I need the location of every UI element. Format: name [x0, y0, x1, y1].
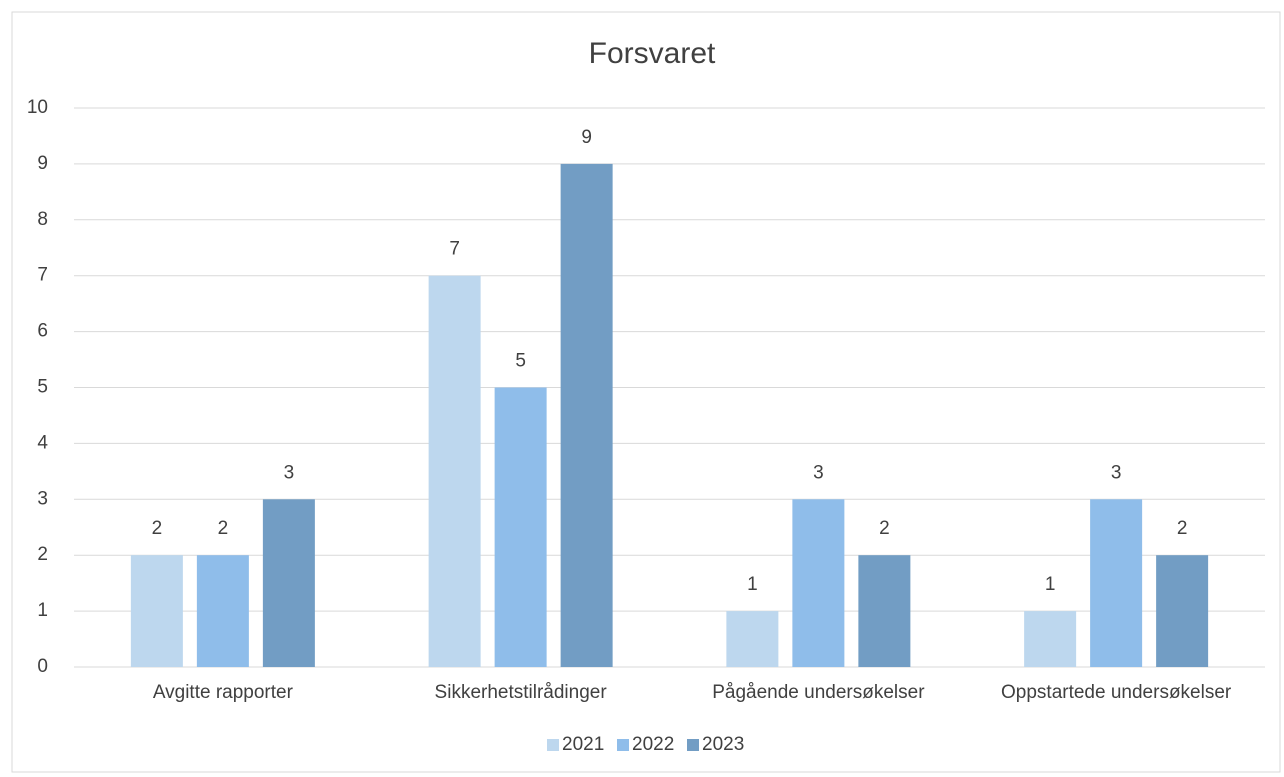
bar — [1090, 499, 1143, 667]
data-label: 7 — [449, 239, 460, 260]
legend-label: 2021 — [562, 734, 604, 755]
legend-swatch — [687, 739, 699, 751]
bar — [560, 163, 613, 667]
bar — [726, 611, 779, 667]
data-label: 2 — [879, 518, 890, 539]
data-label: 1 — [747, 574, 758, 595]
y-tick-label: 1 — [37, 600, 48, 621]
y-tick-label: 0 — [37, 656, 48, 677]
x-tick-label: Sikkerhetstilrådinger — [435, 682, 608, 703]
bar — [858, 555, 911, 667]
legend-label: 2023 — [702, 734, 744, 755]
legend-label: 2022 — [632, 734, 674, 755]
bar — [196, 555, 249, 667]
x-tick-label: Avgitte rapporter — [153, 682, 294, 703]
bar — [1156, 555, 1209, 667]
data-label: 9 — [581, 127, 592, 148]
chart-title: Forsvaret — [589, 37, 716, 70]
bar — [428, 275, 481, 667]
bar — [792, 499, 845, 667]
data-label: 5 — [515, 351, 526, 372]
bar — [130, 555, 183, 667]
bar — [262, 499, 315, 667]
y-tick-label: 2 — [37, 544, 48, 565]
y-tick-label: 3 — [37, 488, 48, 509]
y-tick-label: 10 — [27, 97, 48, 118]
data-label: 2 — [152, 518, 163, 539]
y-tick-label: 4 — [37, 432, 48, 453]
data-label: 3 — [284, 462, 295, 483]
x-tick-label: Oppstartede undersøkelser — [1001, 682, 1232, 703]
x-tick-label: Pågående undersøkelser — [712, 682, 925, 703]
y-tick-label: 5 — [37, 377, 48, 398]
bar — [1024, 611, 1077, 667]
data-label: 2 — [218, 518, 229, 539]
data-label: 1 — [1045, 574, 1056, 595]
legend-swatch — [617, 739, 629, 751]
data-label: 3 — [1111, 462, 1122, 483]
bar — [494, 387, 547, 667]
y-tick-label: 8 — [37, 209, 48, 230]
data-label: 2 — [1177, 518, 1188, 539]
data-label: 3 — [813, 462, 824, 483]
y-tick-label: 7 — [37, 265, 48, 286]
legend-swatch — [547, 739, 559, 751]
y-tick-label: 6 — [37, 321, 48, 342]
y-tick-label: 9 — [37, 153, 48, 174]
